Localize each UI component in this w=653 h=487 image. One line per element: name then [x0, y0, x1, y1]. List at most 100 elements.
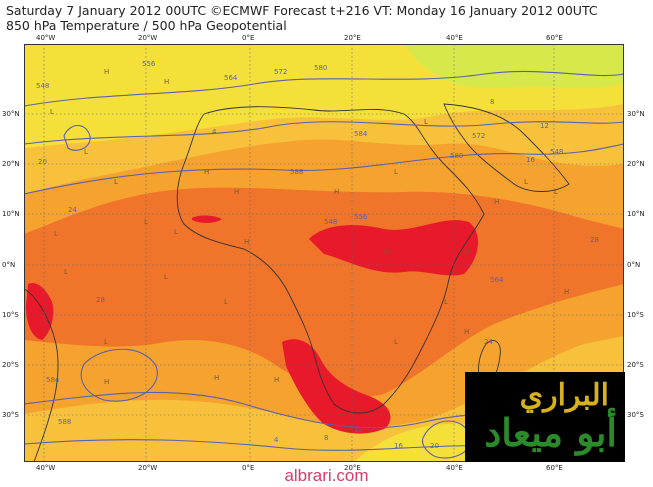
high-pressure-marker: H — [234, 188, 239, 196]
lon-tick-bottom: 20°W — [138, 464, 158, 472]
lon-tick-top: 20°W — [138, 34, 158, 42]
temperature-map-svg: 548 556 564 572 580 584 588 4 8 12 16 20 24 28 548 556 5… — [24, 44, 624, 462]
contour-label: 20 — [430, 442, 439, 450]
geopotential-low-atlantic — [63, 124, 91, 151]
low-pressure-marker: L — [54, 230, 58, 238]
contour-label: 580 — [450, 152, 463, 160]
contour-label: 4 — [274, 436, 279, 444]
contour-label: 556 — [142, 60, 156, 68]
low-pressure-marker: L — [84, 148, 88, 156]
lat-tick-right: 30°N — [627, 110, 645, 118]
high-pressure-marker: H — [204, 168, 209, 176]
contour-label: 556 — [354, 213, 368, 221]
contour-label: 4 — [212, 128, 217, 136]
contour-label: 28 — [590, 236, 599, 244]
contour-label: 584 — [46, 376, 60, 384]
contour-label: 588 — [290, 168, 303, 176]
high-pressure-marker: H — [564, 288, 569, 296]
lat-tick-right: 20°N — [627, 160, 645, 168]
map-header: Saturday 7 January 2012 00UTC ©ECMWF For… — [6, 3, 598, 33]
high-pressure-marker: H — [494, 198, 499, 206]
low-pressure-marker: L — [554, 188, 558, 196]
hotspot-southern-africa — [282, 339, 391, 434]
lon-tick-top: 20°E — [344, 34, 361, 42]
contour-label: 8 — [490, 98, 494, 106]
lat-tick-right: 20°S — [627, 361, 644, 369]
contour-label: 12 — [540, 122, 549, 130]
low-pressure-marker: L — [224, 298, 228, 306]
lat-tick-left: 10°S — [2, 311, 19, 319]
lon-tick-bottom: 40°E — [446, 464, 463, 472]
contour-label: 564 — [490, 276, 504, 284]
contour-label: 548 — [324, 218, 337, 226]
lat-tick-right: 10°S — [627, 311, 644, 319]
forecast-subtitle: 850 hPa Temperature / 500 hPa Geopotenti… — [6, 18, 287, 33]
geopotential-contour-2 — [24, 121, 624, 145]
contour-label: 24 — [68, 206, 77, 214]
contour-label: 584 — [354, 130, 368, 138]
lat-tick-left: 30°N — [2, 110, 20, 118]
lon-tick-bottom: 0°E — [242, 464, 255, 472]
low-pressure-marker: L — [394, 338, 398, 346]
high-pressure-marker: H — [104, 378, 109, 386]
map-frame — [24, 44, 624, 462]
low-pressure-marker: L — [104, 338, 108, 346]
high-pressure-marker: H — [464, 328, 469, 336]
lon-tick-bottom: 60°E — [546, 464, 563, 472]
low-pressure-marker: L — [424, 118, 428, 126]
lat-tick-right: 10°N — [627, 210, 645, 218]
high-pressure-marker: H — [104, 68, 109, 76]
low-pressure-marker: L — [114, 178, 118, 186]
low-pressure-marker: L — [64, 268, 68, 276]
high-pressure-marker: H — [464, 248, 469, 256]
lat-lon-grid — [24, 44, 624, 462]
low-pressure-marker: L — [50, 108, 54, 116]
hotspot-west-coast — [26, 282, 54, 340]
high-pressure-marker: H — [334, 188, 339, 196]
lon-tick-top: 60°E — [546, 34, 563, 42]
lat-tick-left: 20°N — [2, 160, 20, 168]
low-pressure-marker: L — [394, 168, 398, 176]
geopotential-contour-3 — [24, 143, 624, 195]
arabia-coastline — [443, 103, 570, 192]
contour-label: 548 — [550, 148, 563, 156]
high-pressure-marker: H — [384, 248, 389, 256]
contour-label: 588 — [58, 418, 71, 426]
albrari-logo: البراري أبو ميعاد — [465, 372, 625, 462]
contour-label: 24 — [484, 338, 493, 346]
lat-tick-right: 0°N — [627, 261, 641, 269]
forecast-title: Saturday 7 January 2012 00UTC ©ECMWF For… — [6, 3, 598, 18]
lon-tick-top: 40°W — [36, 34, 56, 42]
geopotential-low-south — [421, 420, 471, 459]
lat-tick-left: 10°N — [2, 210, 20, 218]
lat-tick-left: 30°S — [2, 411, 19, 419]
contour-label: 548 — [36, 82, 49, 90]
high-pressure-marker: H — [244, 238, 249, 246]
website-footer[interactable]: albrari.com — [284, 466, 369, 485]
lat-tick-left: 20°S — [2, 361, 19, 369]
high-pressure-marker: H — [274, 376, 279, 384]
lon-tick-top: 0°E — [242, 34, 255, 42]
contour-label: 572 — [274, 68, 287, 76]
lat-tick-left: 0°N — [2, 261, 16, 269]
hotspot-sahel — [192, 215, 222, 223]
logo-text-line2: أبو ميعاد — [484, 410, 617, 455]
contour-label: 580 — [314, 64, 327, 72]
contour-label: 572 — [472, 132, 485, 140]
contour-label: 16 — [526, 156, 535, 164]
lon-tick-top: 40°E — [446, 34, 463, 42]
contour-label: 12 — [354, 426, 363, 434]
geopotential-low-south-atlantic — [80, 348, 158, 402]
high-pressure-marker: H — [214, 374, 219, 382]
contour-label: 20 — [38, 158, 47, 166]
low-pressure-marker: L — [164, 273, 168, 281]
lon-tick-bottom: 40°W — [36, 464, 56, 472]
low-pressure-marker: L — [524, 178, 528, 186]
lon-tick-bottom: 20°E — [344, 464, 361, 472]
hotspot-central-africa — [309, 220, 479, 276]
low-pressure-marker: L — [174, 228, 178, 236]
geopotential-contour-1 — [24, 70, 624, 107]
contour-label: 28 — [96, 296, 105, 304]
high-pressure-marker: H — [164, 78, 169, 86]
contour-label-group: 548 556 564 572 580 584 588 4 8 12 16 20 24 28 548 556 5… — [36, 60, 599, 450]
